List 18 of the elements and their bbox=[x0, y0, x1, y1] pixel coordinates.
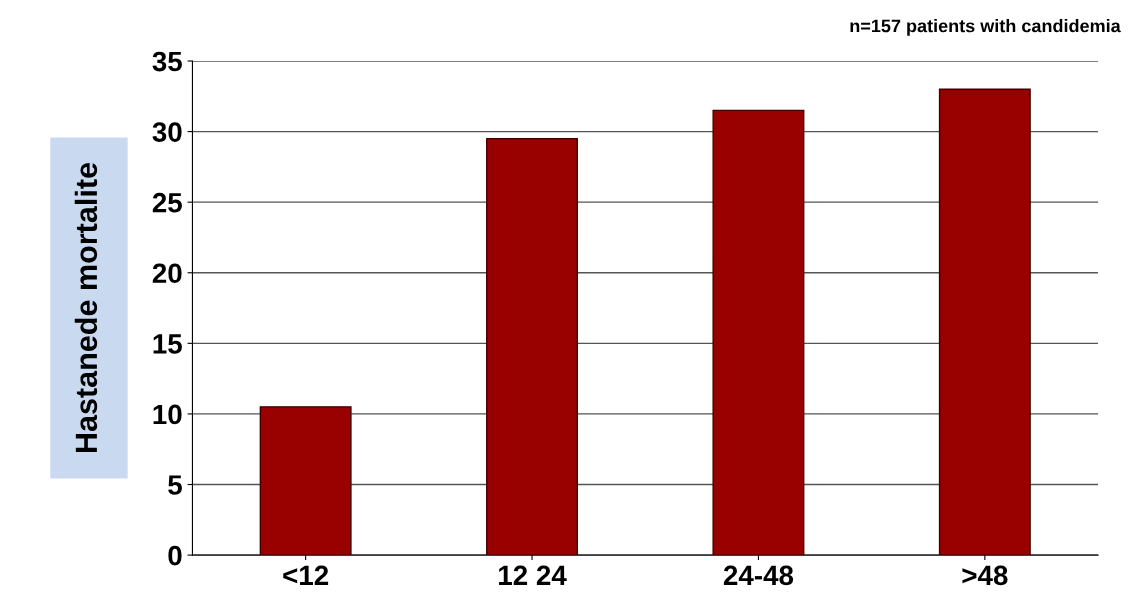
y-tick-label: 0 bbox=[168, 545, 182, 566]
y-tick-label: 35 bbox=[152, 51, 182, 72]
y-tick-label: 20 bbox=[152, 263, 182, 284]
x-tick-label: 12 24 bbox=[499, 565, 567, 585]
bar bbox=[938, 88, 1031, 556]
bar bbox=[486, 137, 579, 556]
y-tick-label: 25 bbox=[152, 192, 182, 213]
text: n=157 patients with candidemia bbox=[850, 19, 1121, 36]
bar bbox=[712, 109, 805, 556]
x-tick-label: <12 bbox=[283, 565, 329, 585]
y-tick-label: 15 bbox=[153, 334, 182, 354]
y-axis-title: Hastanede mortalite bbox=[74, 163, 98, 453]
x-tick-label: 24-48 bbox=[723, 565, 794, 586]
y-tick-label: 10 bbox=[153, 404, 182, 425]
y-tick-label: 30 bbox=[152, 122, 182, 142]
bar bbox=[259, 406, 352, 556]
y-tick-label: 5 bbox=[168, 475, 182, 495]
x-tick-label: >48 bbox=[962, 565, 1008, 586]
